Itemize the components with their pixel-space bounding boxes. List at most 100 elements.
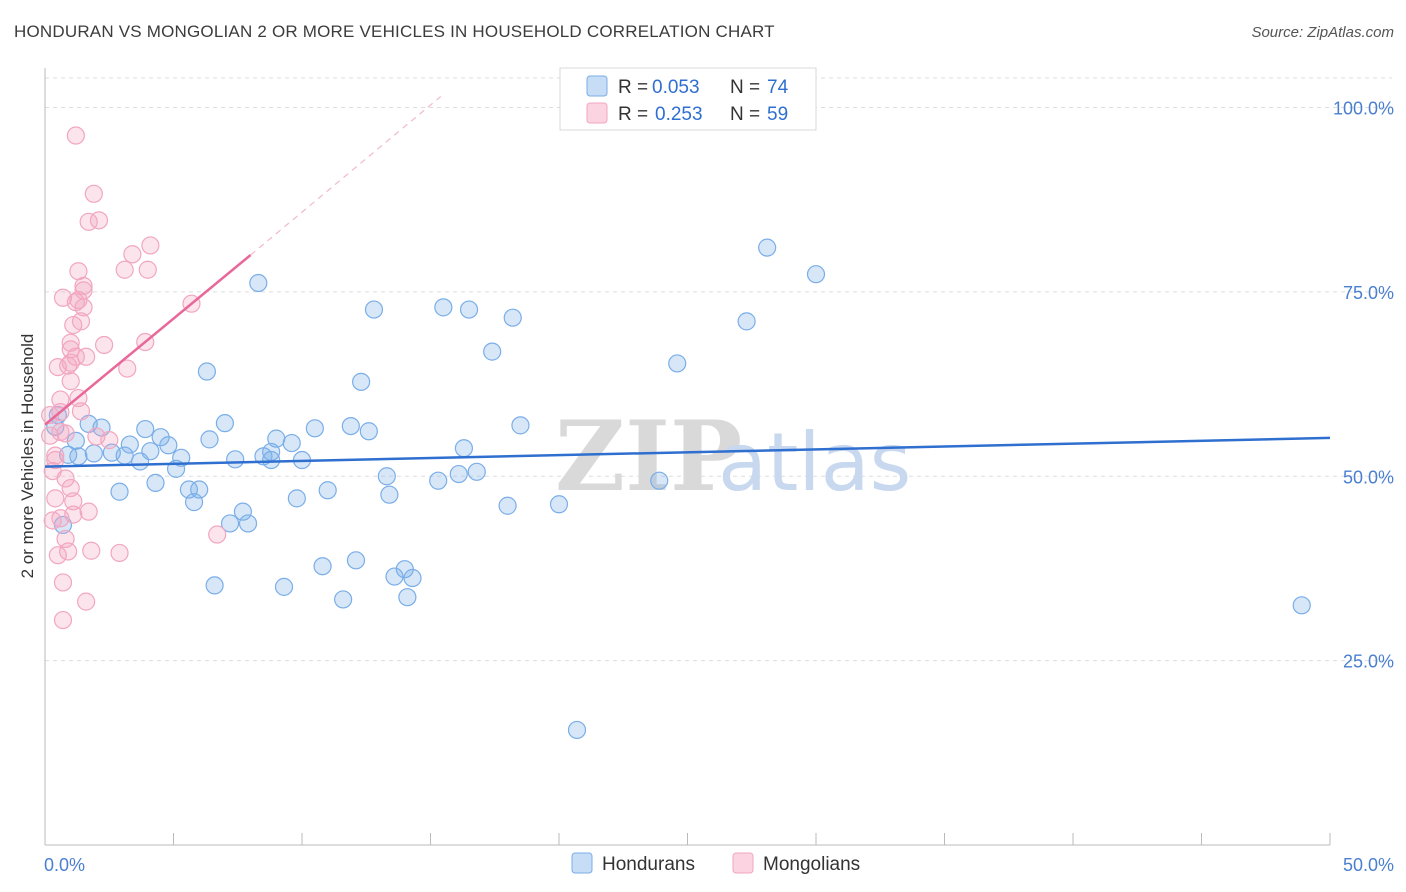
- mongolians-trend-extension: [250, 95, 442, 256]
- honduran-point: [197, 362, 217, 381]
- y-tick-label: 100.0%: [1333, 99, 1394, 119]
- honduran-point: [377, 467, 396, 486]
- mongolian-point: [46, 489, 65, 508]
- mongolian-point: [71, 402, 91, 421]
- honduran-point: [226, 450, 245, 469]
- mongolians-points: [41, 126, 227, 630]
- honduran-point: [84, 444, 103, 463]
- mongolian-point: [71, 312, 91, 331]
- mongolians-r-label: R =: [618, 104, 648, 125]
- mongolian-point: [115, 260, 134, 279]
- x-tick-label-min: 0.0%: [44, 855, 85, 875]
- mongolian-point: [41, 426, 60, 445]
- legend-hondurans-swatch: [571, 852, 593, 874]
- mongolians-r-value: 0.253: [655, 104, 703, 125]
- y-tick-labels: 25.0% 50.0% 75.0% 100.0%: [1333, 99, 1394, 672]
- honduran-point: [364, 300, 384, 319]
- honduran-point: [352, 372, 371, 391]
- honduran-point: [806, 265, 826, 284]
- mongolian-point: [66, 347, 85, 366]
- mongolian-point: [74, 276, 93, 296]
- mongolian-point: [208, 525, 227, 544]
- chart-title: HONDURAN VS MONGOLIAN 2 OR MORE VEHICLES…: [14, 22, 775, 41]
- mongolians-trend-line: [44, 254, 252, 426]
- honduran-point: [146, 473, 165, 492]
- watermark: ZIP atlas: [555, 400, 911, 513]
- honduran-point: [380, 485, 399, 504]
- honduran-point: [334, 590, 353, 609]
- mongolian-point: [51, 390, 70, 409]
- honduran-point: [190, 480, 209, 499]
- mongolian-point: [66, 126, 85, 145]
- y-tick-label: 75.0%: [1343, 283, 1394, 303]
- mongolian-point: [82, 541, 101, 560]
- honduran-point: [549, 495, 569, 514]
- honduran-point: [398, 588, 417, 607]
- honduran-point: [341, 417, 360, 436]
- mongolian-point: [77, 347, 96, 366]
- mongolian-point: [123, 245, 142, 264]
- honduran-point: [567, 720, 587, 740]
- source-label: Source: ZipAtlas.com: [1251, 24, 1394, 41]
- mongolian-point: [84, 184, 103, 203]
- honduran-point: [1292, 596, 1311, 615]
- mongolian-point: [141, 236, 160, 255]
- stats-legend: R = 0.053 N = 74 R = 0.253 N = 59: [559, 67, 817, 131]
- mongolian-point: [46, 450, 65, 470]
- mongolian-point: [118, 359, 137, 378]
- mongolians-swatch: [586, 102, 608, 124]
- honduran-point: [215, 414, 234, 433]
- mongolian-point: [53, 610, 73, 630]
- mongolian-point: [110, 543, 129, 563]
- mongolian-point: [79, 502, 98, 521]
- mongolian-point: [138, 260, 157, 279]
- honduran-point: [434, 298, 453, 317]
- y-tick-label: 25.0%: [1343, 652, 1394, 672]
- hondurans-n-label: N =: [730, 77, 760, 98]
- mongolian-point: [95, 335, 114, 355]
- honduran-point: [141, 442, 160, 461]
- honduran-point: [205, 576, 224, 595]
- mongolian-point: [61, 372, 80, 391]
- hondurans-r-label: R =: [618, 77, 648, 98]
- mongolians-n-value: 59: [767, 104, 788, 125]
- series-legend: Hondurans Mongolians: [571, 852, 860, 875]
- mongolian-point: [77, 592, 96, 611]
- honduran-point: [503, 308, 522, 327]
- mongolian-point: [46, 446, 65, 465]
- honduran-point: [313, 557, 332, 576]
- mongolian-point: [61, 478, 80, 498]
- mongolian-point: [74, 298, 93, 317]
- honduran-point: [454, 439, 474, 458]
- y-tick-label: 50.0%: [1343, 467, 1394, 487]
- grid-lines: [45, 77, 1392, 662]
- mongolian-point: [64, 505, 83, 524]
- honduran-point: [650, 471, 669, 490]
- y-axis-label: 2 or more Vehicles in Household: [18, 334, 37, 579]
- mongolian-point: [64, 492, 83, 511]
- honduran-point: [110, 482, 129, 501]
- mongolian-point: [48, 546, 67, 565]
- hondurans-swatch: [586, 75, 608, 97]
- honduran-point: [220, 514, 240, 533]
- mongolians-n-label: N =: [730, 104, 760, 125]
- honduran-point: [69, 447, 88, 466]
- honduran-point: [318, 481, 337, 500]
- mongolian-point: [56, 529, 75, 549]
- honduran-point: [282, 433, 301, 453]
- hondurans-n-value: 74: [767, 77, 789, 98]
- honduran-point: [305, 419, 324, 438]
- watermark-zip: ZIP: [555, 400, 742, 513]
- mongolian-point: [51, 422, 70, 442]
- honduran-point: [200, 430, 219, 449]
- honduran-point: [449, 464, 468, 484]
- honduran-point: [359, 422, 378, 441]
- honduran-point: [467, 462, 486, 481]
- honduran-point: [238, 514, 258, 533]
- hondurans-r-value: 0.053: [652, 77, 700, 98]
- honduran-point: [403, 568, 422, 588]
- honduran-point: [498, 496, 517, 515]
- x-tick-label-max: 50.0%: [1343, 855, 1394, 875]
- honduran-point: [66, 431, 85, 450]
- honduran-point: [120, 435, 139, 454]
